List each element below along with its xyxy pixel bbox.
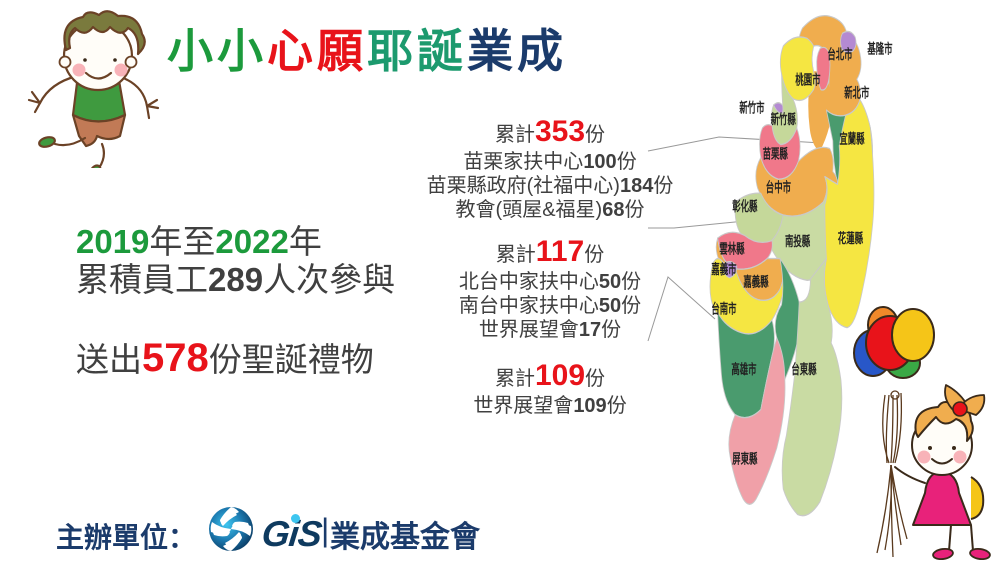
svg-text:屏東縣: 屏東縣	[732, 450, 758, 467]
svg-text:新竹縣: 新竹縣	[771, 111, 797, 128]
svg-text:基隆市: 基隆市	[867, 41, 893, 58]
svg-text:台中市: 台中市	[766, 179, 791, 196]
svg-text:新北市: 新北市	[844, 84, 869, 101]
svg-text:台南市: 台南市	[711, 300, 736, 317]
svg-text:南投縣: 南投縣	[785, 233, 811, 250]
svg-text:雲林縣: 雲林縣	[719, 240, 745, 257]
svg-text:嘉義縣: 嘉義縣	[743, 274, 770, 291]
svg-text:高雄市: 高雄市	[731, 361, 756, 378]
svg-text:彰化縣: 彰化縣	[732, 198, 758, 215]
svg-text:嘉義市: 嘉義市	[711, 261, 737, 278]
svg-text:新竹市: 新竹市	[739, 99, 764, 116]
svg-text:花蓮縣: 花蓮縣	[838, 230, 864, 247]
svg-text:桃園市: 桃園市	[795, 71, 820, 88]
svg-text:苗栗縣: 苗栗縣	[763, 146, 789, 163]
svg-text:台北市: 台北市	[827, 46, 852, 63]
svg-text:台東縣: 台東縣	[791, 361, 817, 378]
svg-text:宜蘭縣: 宜蘭縣	[839, 130, 865, 147]
